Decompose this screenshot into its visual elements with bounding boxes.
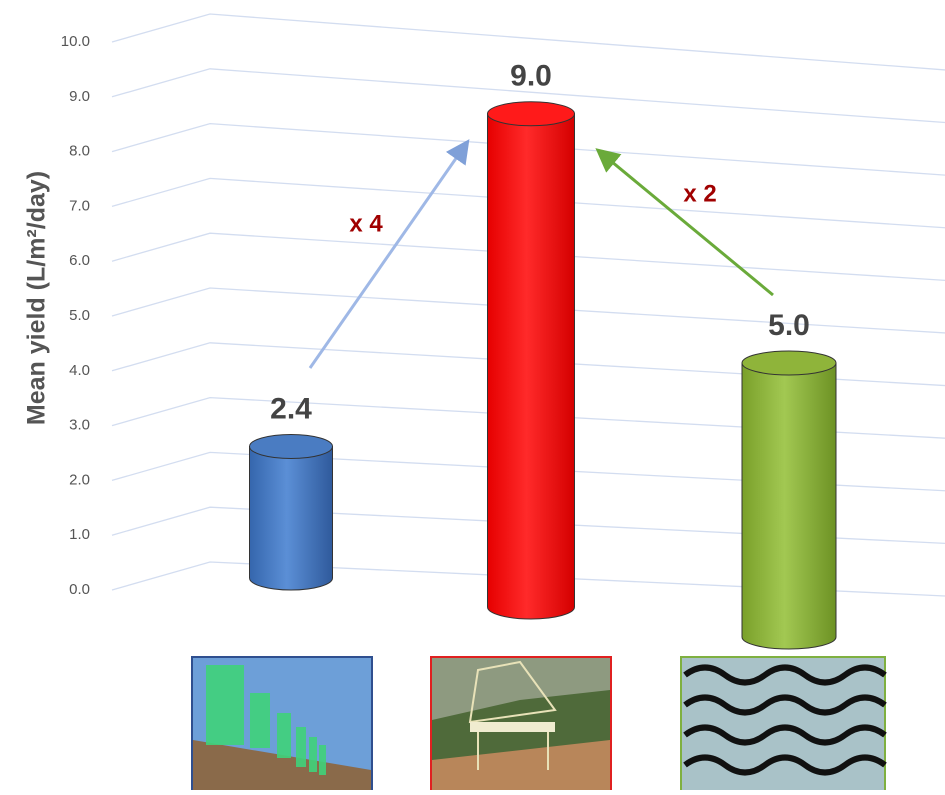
grid-line xyxy=(111,122,945,176)
value-label: 5.0 xyxy=(768,309,810,342)
grid-line xyxy=(111,561,945,597)
bar xyxy=(741,350,837,650)
grid-line xyxy=(111,451,945,492)
annotation: x 4 xyxy=(349,210,383,237)
y-tick-label: 0.0 xyxy=(69,581,90,598)
y-tick-label: 10.0 xyxy=(61,33,90,50)
y-tick-label: 5.0 xyxy=(69,307,90,324)
y-tick-label: 1.0 xyxy=(69,526,90,543)
grid-line xyxy=(111,396,945,439)
grid-line xyxy=(111,342,945,387)
y-tick-label: 6.0 xyxy=(69,252,90,269)
y-tick-label: 3.0 xyxy=(69,417,90,434)
arrow xyxy=(595,148,774,297)
arrow xyxy=(308,139,470,369)
y-tick-label: 2.0 xyxy=(69,471,90,488)
bars: 2.4 9.0 5.0 xyxy=(249,60,837,650)
grid-line xyxy=(111,287,945,334)
y-tick-label: 7.0 xyxy=(69,197,90,214)
grid-line xyxy=(111,177,945,229)
y-tick-label: 8.0 xyxy=(69,143,90,160)
annotation: x 2 xyxy=(683,180,716,207)
grid-line xyxy=(111,232,945,282)
grid-line xyxy=(111,68,945,124)
y-tick-label: 4.0 xyxy=(69,362,90,379)
value-label: 2.4 xyxy=(270,392,312,425)
bar xyxy=(249,433,333,591)
value-label: 9.0 xyxy=(510,60,552,93)
grid-line xyxy=(111,13,945,71)
photo xyxy=(430,656,612,795)
bar xyxy=(487,101,575,620)
photo xyxy=(191,656,373,795)
y-tick-label: 9.0 xyxy=(69,88,90,105)
photo xyxy=(680,656,887,795)
grid: 0.0 1.0 2.0 3.0 4.0 5.0 6.0 7.0 8.0 9.0 10.0 xyxy=(61,13,945,598)
grid-line xyxy=(111,506,945,545)
y-axis-label: Mean yield (L/m²/day) xyxy=(23,171,51,425)
